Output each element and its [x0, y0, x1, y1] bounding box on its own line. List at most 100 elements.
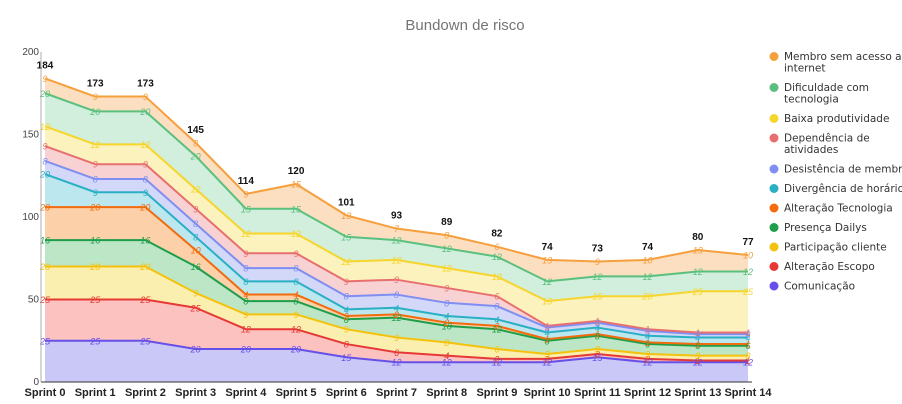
total-label: 184 — [37, 60, 54, 71]
data-label: 1 — [745, 340, 750, 350]
line-comunicacao — [45, 339, 748, 364]
area-desistencia-de-membro — [45, 160, 748, 338]
data-label: 8 — [243, 277, 248, 287]
total-label: 93 — [391, 211, 403, 222]
data-label: 9 — [394, 333, 399, 343]
x-tick-label: Sprint 10 — [524, 387, 571, 399]
legend-item: Alteração Escopo — [769, 261, 875, 273]
data-label: 3 — [645, 349, 650, 359]
data-label: 7 — [394, 224, 400, 234]
data-label: 12 — [241, 325, 251, 335]
data-label: 20 — [642, 292, 653, 302]
legend-swatch — [769, 52, 779, 61]
legend-item: Dificuldade com tecnologia — [769, 82, 869, 106]
line-presenca-dailys — [45, 239, 748, 347]
data-label: 9 — [42, 74, 47, 84]
data-label: 9 — [444, 283, 449, 293]
data-label: 25 — [89, 295, 101, 305]
data-label: 12 — [693, 358, 703, 368]
data-label: 8 — [394, 290, 399, 300]
area-divergencia-de-horarios — [45, 174, 748, 345]
data-label: 12 — [391, 313, 401, 323]
data-label: 3 — [645, 326, 650, 336]
data-label: 8 — [143, 175, 148, 185]
data-label: 25 — [39, 295, 51, 305]
data-label: 15 — [341, 353, 352, 363]
data-label: 16 — [40, 236, 50, 246]
legend-label: Comunicação — [784, 281, 855, 293]
data-label: 8 — [294, 264, 299, 274]
legend-item: Alteração Tecnologia — [769, 203, 893, 215]
data-label: 6 — [494, 242, 499, 252]
data-label: 6 — [394, 348, 399, 358]
data-label: 9 — [243, 189, 248, 199]
data-label: 6 — [745, 341, 750, 351]
total-label: 145 — [187, 125, 204, 136]
area-comunicacao — [45, 340, 748, 382]
data-label: 1 — [595, 330, 600, 340]
data-label: 12 — [341, 257, 351, 267]
data-label: 12 — [542, 358, 552, 368]
x-tick-label: Sprint 9 — [476, 387, 517, 399]
data-label: 13 — [693, 246, 703, 256]
data-label: 12 — [191, 184, 201, 194]
legend-swatch — [769, 164, 779, 174]
data-label: 9 — [344, 277, 349, 287]
data-label: 9 — [193, 288, 198, 298]
data-label: 20 — [139, 262, 150, 272]
legend-label: Dificuldade com tecnologia — [784, 82, 869, 106]
data-label: 8 — [294, 277, 299, 287]
legend-label: Participação cliente — [784, 242, 887, 254]
data-label: 15 — [542, 297, 553, 307]
data-label: 8 — [545, 336, 550, 346]
data-label: 9 — [93, 92, 98, 102]
data-label: 25 — [190, 303, 202, 313]
data-label: 9 — [243, 310, 248, 320]
line-alteracao-tecnologia — [45, 206, 748, 346]
data-label: 12 — [492, 272, 502, 282]
legend-label: Presença Dailys — [784, 222, 867, 234]
data-label: 4 — [294, 290, 299, 300]
legend-swatch — [769, 184, 779, 193]
data-label: 20 — [139, 107, 150, 117]
data-label: 16 — [191, 262, 201, 272]
total-label: 74 — [642, 242, 654, 253]
legend-item: Dependência de atividades — [769, 133, 870, 156]
x-tick-label: Sprint 11 — [574, 387, 620, 399]
data-label: 12 — [592, 272, 602, 282]
data-label: 4 — [595, 323, 600, 333]
x-tick-label: Sprint 6 — [326, 387, 367, 399]
data-label: 9 — [143, 160, 148, 170]
data-label: 25 — [89, 336, 101, 346]
y-tick-label: 0 — [33, 377, 39, 388]
data-label: 25 — [742, 287, 754, 297]
data-label: 12 — [542, 277, 552, 287]
legend-item: Membro sem acesso a internet — [769, 51, 902, 75]
data-label: 25 — [39, 336, 51, 346]
data-label: 15 — [241, 204, 252, 214]
data-label: 9 — [294, 249, 299, 259]
data-label: 20 — [89, 203, 100, 213]
data-label: 25 — [139, 295, 151, 305]
data-label: 20 — [139, 203, 150, 213]
data-label: 12 — [492, 325, 502, 335]
legend-label: Membro sem acesso a internet — [784, 51, 902, 75]
y-tick-label: 50 — [28, 295, 40, 306]
legend-swatch — [769, 281, 779, 291]
data-label: 8 — [243, 297, 248, 307]
data-label: 4 — [494, 315, 499, 325]
data-label: 12 — [90, 140, 100, 150]
x-tick-label: Sprint 12 — [624, 387, 671, 399]
data-label: 6 — [344, 315, 349, 325]
data-label: 1 — [695, 340, 700, 350]
x-tick-label: Sprint 4 — [225, 387, 267, 399]
x-tick-label: Sprint 1 — [75, 387, 116, 399]
line-dependencia-de-atividades — [44, 145, 748, 334]
legend-item: Comunicação — [769, 281, 855, 293]
data-label: 8 — [42, 156, 47, 166]
data-label: 4 — [645, 331, 650, 341]
area-participacao-cliente — [45, 266, 748, 361]
legend-label: Baixa produtividade — [784, 113, 889, 125]
data-label: 15 — [291, 180, 302, 190]
